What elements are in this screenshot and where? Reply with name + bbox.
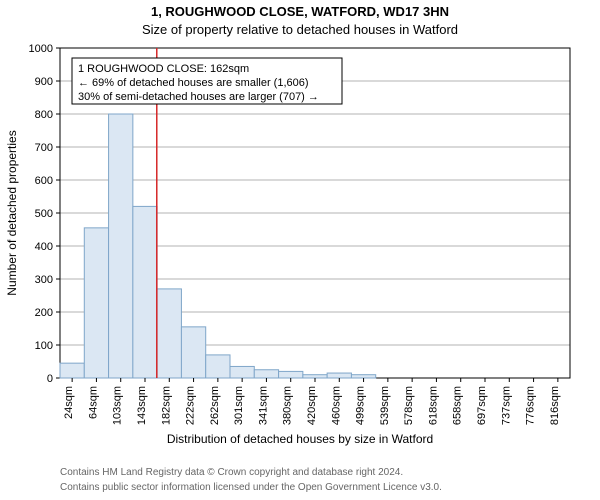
histogram-bar [60,363,84,378]
histogram-bar [133,206,157,378]
histogram-bar [206,355,230,378]
tick-label-x: 499sqm [355,386,367,425]
histogram-bar [181,327,205,378]
tick-label-x: 816sqm [549,386,561,425]
histogram-bar [254,370,278,378]
tick-label-x: 697sqm [476,386,488,425]
histogram-bar [279,371,303,378]
tick-label-x: 103sqm [112,386,124,425]
tick-label-y: 0 [47,373,53,385]
tick-label-x: 24sqm [63,386,75,419]
tick-label-x: 658sqm [452,386,464,425]
tick-label-y: 900 [35,76,53,88]
tick-label-x: 776sqm [525,386,537,425]
histogram-bar [84,228,108,378]
y-axis-label: Number of detached properties [5,130,19,295]
tick-label-y: 200 [35,307,53,319]
histogram-bar [327,373,351,378]
tick-label-x: 737sqm [500,386,512,425]
annotation-line3: 30% of semi-detached houses are larger (… [78,91,319,103]
tick-label-y: 100 [35,340,53,352]
annotation-line1: 1 ROUGHWOOD CLOSE: 162sqm [78,63,249,75]
tick-label-y: 1000 [29,43,53,55]
histogram-bar [157,289,181,378]
tick-label-x: 182sqm [160,386,172,425]
tick-label-x: 460sqm [330,386,342,425]
property-size-chart: 1, ROUGHWOOD CLOSE, WATFORD, WD17 3HN Siz… [0,0,600,500]
tick-label-x: 380sqm [282,386,294,425]
tick-label-x: 262sqm [209,386,221,425]
tick-label-y: 400 [35,241,53,253]
tick-label-x: 618sqm [427,386,439,425]
tick-label-y: 600 [35,175,53,187]
x-axis-label: Distribution of detached houses by size … [167,432,433,446]
histogram-bar [303,375,327,378]
tick-label-x: 143sqm [136,386,148,425]
title-main: 1, ROUGHWOOD CLOSE, WATFORD, WD17 3HN [151,4,449,19]
annotation-line2: ← 69% of detached houses are smaller (1,… [78,77,309,89]
tick-label-y: 300 [35,274,53,286]
histogram-bar [230,366,254,378]
title-sub: Size of property relative to detached ho… [142,22,458,37]
histogram-bar [109,114,133,378]
footer-line2: Contains public sector information licen… [60,482,442,493]
footer-line1: Contains HM Land Registry data © Crown c… [60,467,403,478]
tick-label-y: 500 [35,208,53,220]
tick-label-x: 301sqm [233,386,245,425]
tick-label-x: 578sqm [403,386,415,425]
tick-label-x: 420sqm [306,386,318,425]
tick-label-x: 222sqm [185,386,197,425]
histogram-bar [351,375,375,378]
tick-label-x: 341sqm [257,386,269,425]
tick-label-x: 539sqm [379,386,391,425]
tick-label-y: 700 [35,142,53,154]
tick-label-x: 64sqm [87,386,99,419]
tick-label-y: 800 [35,109,53,121]
